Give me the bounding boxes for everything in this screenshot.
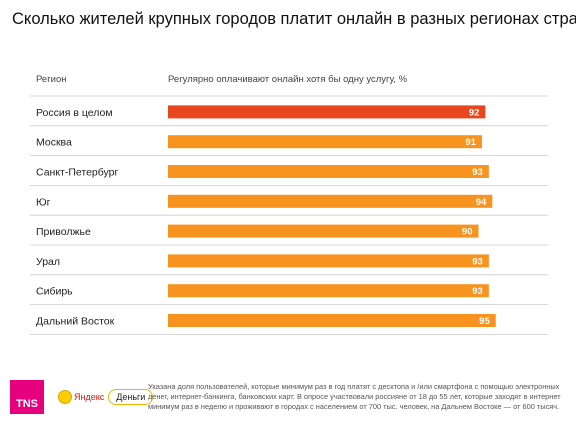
bar-value-label: 90 [462,227,473,238]
yandex-word: Яндекс [74,392,105,402]
bar-value-label: 91 [465,137,476,148]
bar-chart: Россия в целом 92 Москва 91 Санкт-Петербург 9… [30,95,548,335]
bar [168,224,479,238]
bar-value-label: 93 [472,167,483,178]
bar [168,194,493,208]
bar-value-label: 93 [472,286,483,297]
bar-value-label: 95 [479,316,490,327]
metric-column-header: Регулярно оплачивают онлайн хотя бы одну… [168,74,408,85]
chart-title: Сколько жителей крупных городов платит о… [12,10,576,28]
region-column-header: Регион [36,74,67,85]
bar [168,314,496,327]
bar [168,284,489,298]
region-label: Москва [36,137,72,149]
tns-logo: TNS [10,380,44,414]
region-label: Россия в целом [36,107,113,119]
coin-icon [58,390,72,404]
bar-value-label: 94 [476,197,487,208]
region-label: Санкт-Петербург [36,167,119,179]
bar [168,254,489,268]
region-label: Приволжье [36,226,91,238]
region-label: Дальний Восток [36,316,115,328]
bar [168,165,489,178]
footer: TNS Яндекс Деньги Указана доля пользоват… [0,372,576,432]
dengi-label: Деньги [108,389,154,405]
region-label: Юг [36,196,51,208]
bar [168,135,482,149]
yandex-money-logo: Яндекс Деньги [58,386,154,408]
region-label: Сибирь [36,286,73,298]
footnote: Указана доля пользователей, которые мини… [148,382,561,411]
bar-value-label: 93 [472,256,483,267]
bar-value-label: 92 [469,107,480,118]
bar [168,105,486,119]
region-label: Урал [36,256,60,268]
